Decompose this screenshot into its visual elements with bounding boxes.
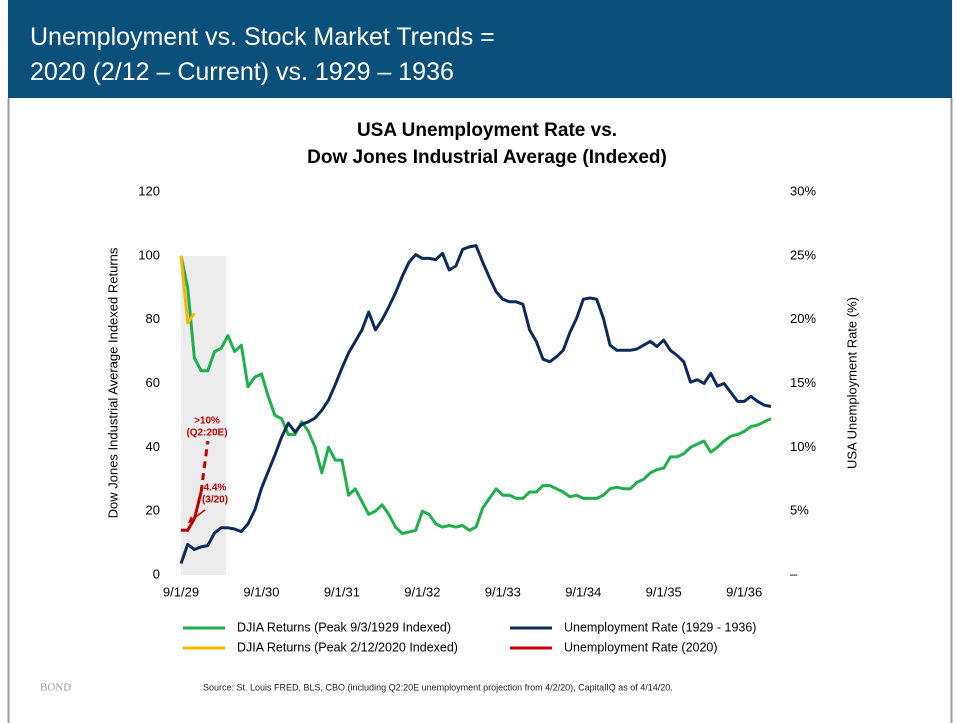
source-note: Source: St. Louis FRED, BLS, CBO (includ…	[203, 682, 673, 692]
y-tick-label: 60	[146, 375, 160, 390]
header-bar	[8, 0, 952, 98]
legend-label: Unemployment Rate (2020)	[564, 640, 718, 654]
annotation: >10%	[194, 416, 220, 427]
y-tick-label: 0	[153, 566, 160, 581]
annotation: 4.4%	[204, 483, 227, 494]
logo: BOND	[40, 682, 71, 694]
y-tick-label: 80	[146, 311, 160, 326]
annotation: (Q2:20E)	[186, 428, 227, 439]
y2-tick-label: 10%	[790, 439, 816, 454]
series-line	[199, 440, 210, 493]
y2-tick-label: 25%	[790, 247, 816, 262]
chart-title: Dow Jones Industrial Average (Indexed)	[307, 147, 667, 168]
y-tick-label: 100	[138, 247, 160, 262]
series-line	[179, 255, 772, 535]
y2-tick-label: 15%	[790, 375, 816, 390]
legend-label: DJIA Returns (Peak 2/12/2020 Indexed)	[237, 640, 458, 654]
y2-tick-label: 30%	[790, 183, 816, 198]
y2-tick-label: 5%	[790, 503, 809, 518]
y-axis-title: Dow Jones Industrial Average Indexed Ret…	[105, 247, 120, 518]
y2-axis-title: USA Unemployment Rate (%)	[844, 297, 859, 469]
annotation: (3/20)	[202, 495, 228, 506]
x-tick-label: 9/1/29	[163, 584, 199, 599]
y2-tick-label: –	[790, 566, 798, 581]
chart-title: USA Unemployment Rate vs.	[357, 120, 617, 141]
y-tick-label: 40	[146, 439, 160, 454]
x-tick-label: 9/1/36	[726, 584, 762, 599]
annotation-arrowhead	[188, 516, 194, 523]
header-title: Unemployment vs. Stock Market Trends =	[30, 23, 495, 51]
x-tick-label: 9/1/34	[565, 584, 601, 599]
x-tick-label: 9/1/32	[404, 584, 440, 599]
x-tick-label: 9/1/31	[324, 584, 360, 599]
header-title: 2020 (2/12 – Current) vs. 1929 – 1936	[30, 58, 454, 86]
legend-label: Unemployment Rate (1929 - 1936)	[564, 620, 756, 634]
y-tick-label: 20	[146, 503, 160, 518]
x-tick-label: 9/1/33	[485, 584, 521, 599]
series-line	[181, 491, 203, 532]
y-tick-label: 120	[138, 183, 160, 198]
legend-label: DJIA Returns (Peak 9/3/1929 Indexed)	[237, 620, 451, 634]
x-tick-label: 9/1/35	[646, 584, 682, 599]
series-line	[179, 244, 772, 564]
y2-tick-label: 20%	[790, 311, 816, 326]
x-tick-label: 9/1/30	[243, 584, 279, 599]
series-line	[179, 255, 196, 325]
